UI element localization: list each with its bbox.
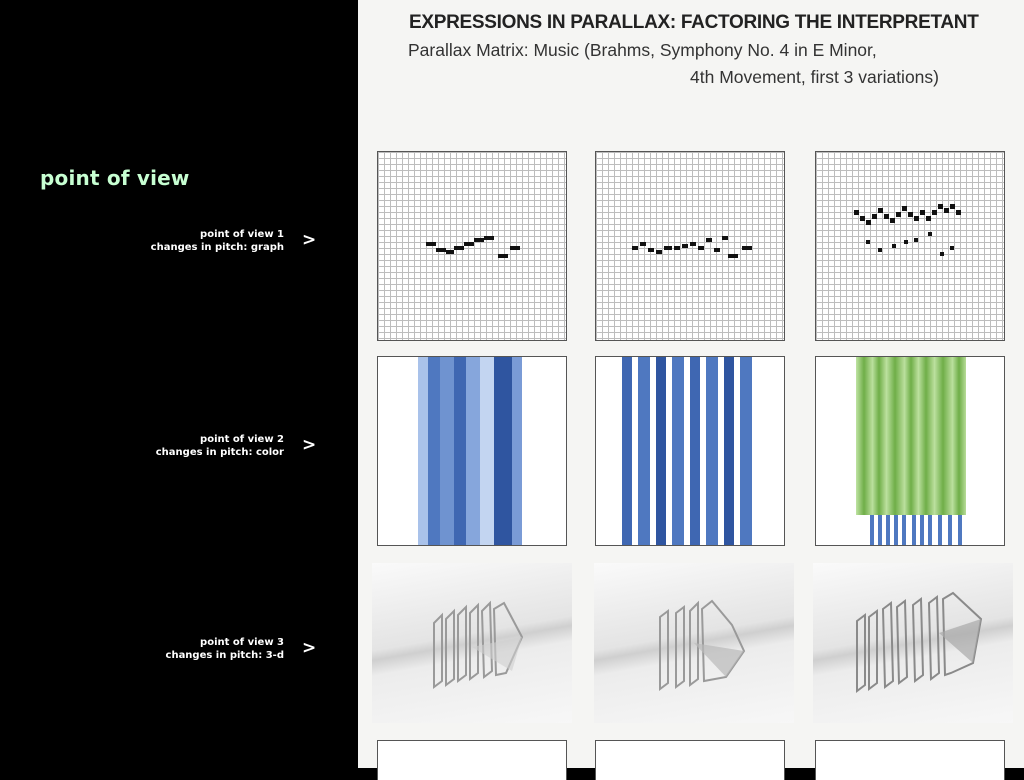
arrow-2: > xyxy=(302,435,317,455)
row4-cell-3 xyxy=(815,740,1005,780)
row-label-1: point of view 1 changes in pitch: graph xyxy=(24,228,284,254)
row4-cell-2 xyxy=(595,740,785,780)
row-label-2-line1: point of view 2 xyxy=(200,434,284,445)
paper-model-3d-1 xyxy=(433,600,524,689)
figure-title: EXPRESSIONS IN PARALLAX: FACTORING THE I… xyxy=(409,12,979,33)
paper-model-3d-3 xyxy=(856,591,983,693)
row4-cell-1 xyxy=(377,740,567,780)
pitch-graph-1 xyxy=(426,236,520,258)
row-label-3-line2: changes in pitch: 3-d xyxy=(165,650,284,661)
row-label-3-line1: point of view 3 xyxy=(200,637,284,648)
paper-model-photo-1 xyxy=(372,563,572,723)
figure-subtitle-line1: Parallax Matrix: Music (Brahms, Symphony… xyxy=(408,40,877,60)
row-label-2-line2: changes in pitch: color xyxy=(155,447,284,458)
graph-cell-2 xyxy=(595,151,785,341)
arrow-1: > xyxy=(302,230,317,250)
color-cell-2 xyxy=(595,356,785,546)
paper-model-photo-2 xyxy=(594,563,794,723)
row-label-3: point of view 3 changes in pitch: 3-d xyxy=(24,636,284,662)
paper-model-photo-3 xyxy=(813,563,1013,723)
row-label-1-line2: changes in pitch: graph xyxy=(150,242,284,253)
graph-cell-3 xyxy=(815,151,1005,341)
color-cell-1 xyxy=(377,356,567,546)
pitch-graph-3 xyxy=(854,204,961,256)
row-label-2: point of view 2 changes in pitch: color xyxy=(24,433,284,459)
section-title: point of view xyxy=(40,166,190,190)
paper-model-3d-2 xyxy=(659,599,746,691)
color-cell-3 xyxy=(815,356,1005,546)
color-bars-2 xyxy=(622,357,752,545)
pitch-graph-2 xyxy=(632,236,752,258)
color-bars-3 xyxy=(856,357,966,545)
color-bars-1 xyxy=(418,357,522,545)
row-label-1-line1: point of view 1 xyxy=(200,229,284,240)
left-panel: point of view point of view 1 changes in… xyxy=(0,0,358,768)
arrow-3: > xyxy=(302,638,317,658)
graph-cell-1 xyxy=(377,151,567,341)
figure-subtitle-line2: 4th Movement, first 3 variations) xyxy=(690,67,939,87)
